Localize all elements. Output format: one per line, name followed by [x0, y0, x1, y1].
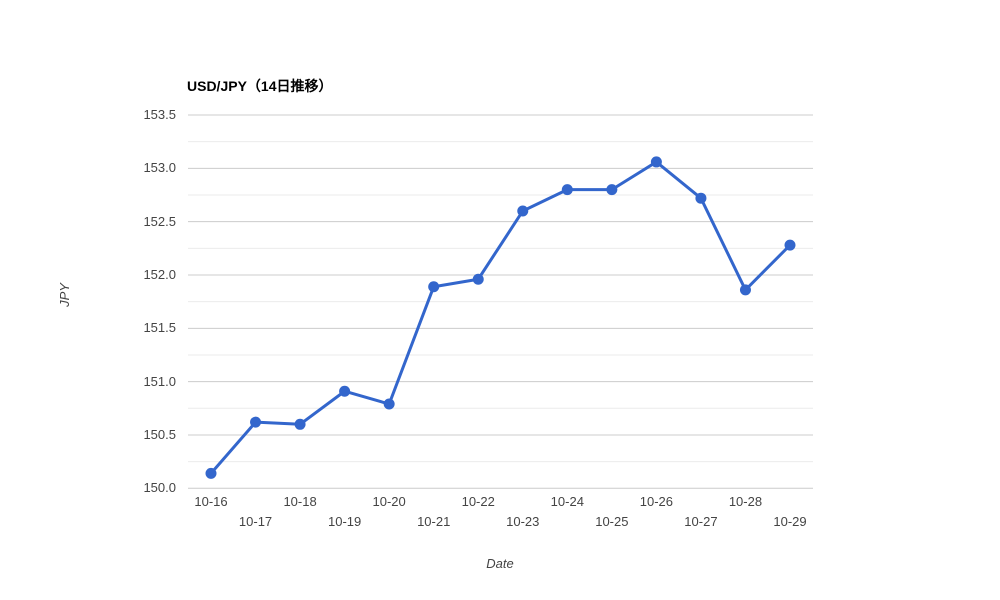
y-tick-label: 153.0	[143, 160, 176, 176]
data-point-marker	[561, 184, 573, 196]
data-point-marker	[294, 418, 306, 430]
data-point-marker	[606, 184, 618, 196]
data-point-marker	[339, 385, 351, 397]
x-tick-label: 10-18	[283, 494, 317, 509]
chart-title: USD/JPY（14日推移）	[187, 78, 333, 94]
x-tick-label: 10-29	[773, 514, 807, 529]
x-tick-label: 10-23	[506, 514, 540, 529]
data-point-marker	[205, 467, 217, 479]
x-tick-label: 10-17	[238, 514, 273, 529]
x-tick-label: 10-21	[417, 514, 451, 529]
x-tick-label: 10-28	[728, 494, 763, 509]
x-tick-label: 10-19	[327, 514, 362, 529]
y-axis-title: JPY	[57, 283, 72, 307]
y-tick-label: 153.5	[143, 107, 176, 122]
y-tick-label: 152.0	[143, 266, 176, 282]
x-tick-label: 10-27	[684, 514, 718, 529]
y-tick-label: 150.0	[143, 480, 176, 496]
data-point-marker	[695, 192, 707, 204]
x-tick-label: 10-16	[194, 494, 228, 509]
y-tick-label: 151.5	[143, 320, 176, 336]
data-point-marker	[383, 398, 395, 410]
x-tick-label: 10-24	[550, 494, 584, 509]
data-point-marker	[739, 284, 751, 296]
data-point-marker	[472, 273, 484, 285]
y-tick-label: 151.0	[143, 373, 176, 389]
data-point-marker	[250, 416, 262, 428]
x-tick-label: 10-20	[372, 494, 406, 509]
x-tick-label: 10-26	[639, 494, 673, 509]
x-tick-label: 10-22	[461, 494, 495, 509]
data-point-marker	[517, 205, 529, 217]
x-tick-label: 10-25	[595, 514, 629, 529]
x-axis-title: Date	[486, 556, 514, 571]
data-point-marker	[650, 156, 662, 168]
data-point-marker	[784, 239, 796, 251]
y-tick-label: 152.5	[143, 213, 176, 229]
series-line	[209, 160, 792, 475]
data-point-marker	[428, 281, 440, 293]
y-tick-label: 150.5	[143, 426, 176, 442]
